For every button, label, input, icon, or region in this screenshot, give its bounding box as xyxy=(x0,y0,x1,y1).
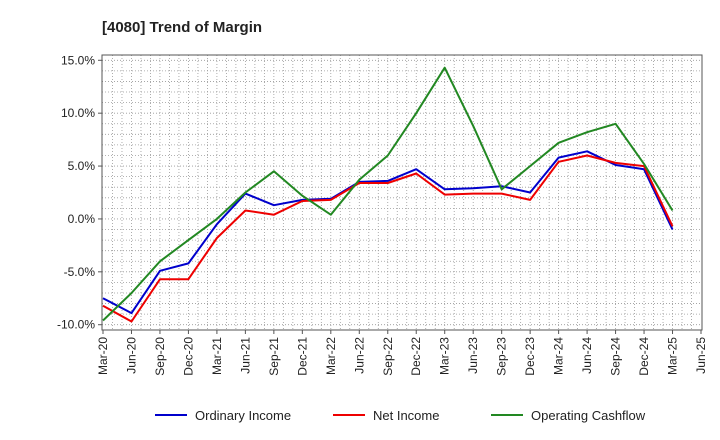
series-line-ordinary-income xyxy=(102,150,674,315)
x-tick-label: Mar-20 xyxy=(96,337,110,375)
x-tick-label: Sep-20 xyxy=(153,337,167,376)
x-tick-label: Dec-20 xyxy=(181,337,195,376)
x-tick-label: Sep-21 xyxy=(267,337,281,376)
x-tick-label: Jun-23 xyxy=(466,337,480,374)
x-tick-label: Mar-24 xyxy=(552,337,566,375)
x-tick-label: Dec-24 xyxy=(637,337,651,376)
legend-label-ordinary-income: Ordinary Income xyxy=(195,408,291,423)
legend-label-net-income: Net Income xyxy=(373,408,439,423)
y-tick-label: 10.0% xyxy=(61,106,95,120)
x-tick-label: Jun-22 xyxy=(352,337,366,374)
x-tick-label: Dec-21 xyxy=(295,337,309,376)
series-layer xyxy=(102,66,674,323)
plot-frame xyxy=(101,54,703,331)
y-tick-label: -5.0% xyxy=(64,265,96,279)
x-tick-label: Mar-23 xyxy=(438,337,452,375)
x-tick-label: Dec-23 xyxy=(523,337,537,376)
x-tick-label: Jun-24 xyxy=(580,337,594,374)
x-tick-label: Jun-21 xyxy=(238,337,252,374)
y-tick-label: 0.0% xyxy=(68,212,96,226)
series-line-net-income xyxy=(102,154,674,323)
y-tick-label: -10.0% xyxy=(57,318,95,332)
plot-background xyxy=(102,55,702,330)
grid-layer xyxy=(102,55,702,330)
x-tick-label: Dec-22 xyxy=(409,337,423,376)
legend: Ordinary Income Net Income Operating Cashf… xyxy=(155,408,646,423)
x-tick-label: Jun-25 xyxy=(694,337,708,374)
x-tick-label: Mar-25 xyxy=(666,337,680,375)
y-tick-label: 15.0% xyxy=(61,53,95,67)
legend-label-operating-cashflow: Operating Cashflow xyxy=(531,408,646,423)
x-tick-label: Jun-20 xyxy=(124,337,138,374)
series-line-operating-cashflow xyxy=(102,66,674,322)
x-tick-label: Mar-22 xyxy=(324,337,338,375)
x-tick-label: Mar-21 xyxy=(210,337,224,375)
chart-title: [4080] Trend of Margin xyxy=(102,19,262,36)
y-tick-label: 5.0% xyxy=(68,159,96,173)
axis-layer: 15.0% 10.0% 5.0% 0.0% -5.0% -10.0%Mar-20 Jun-2… xyxy=(57,53,708,375)
x-tick-label: Sep-24 xyxy=(609,337,623,376)
x-tick-label: Sep-23 xyxy=(495,337,509,376)
x-tick-label: Sep-22 xyxy=(381,337,395,376)
